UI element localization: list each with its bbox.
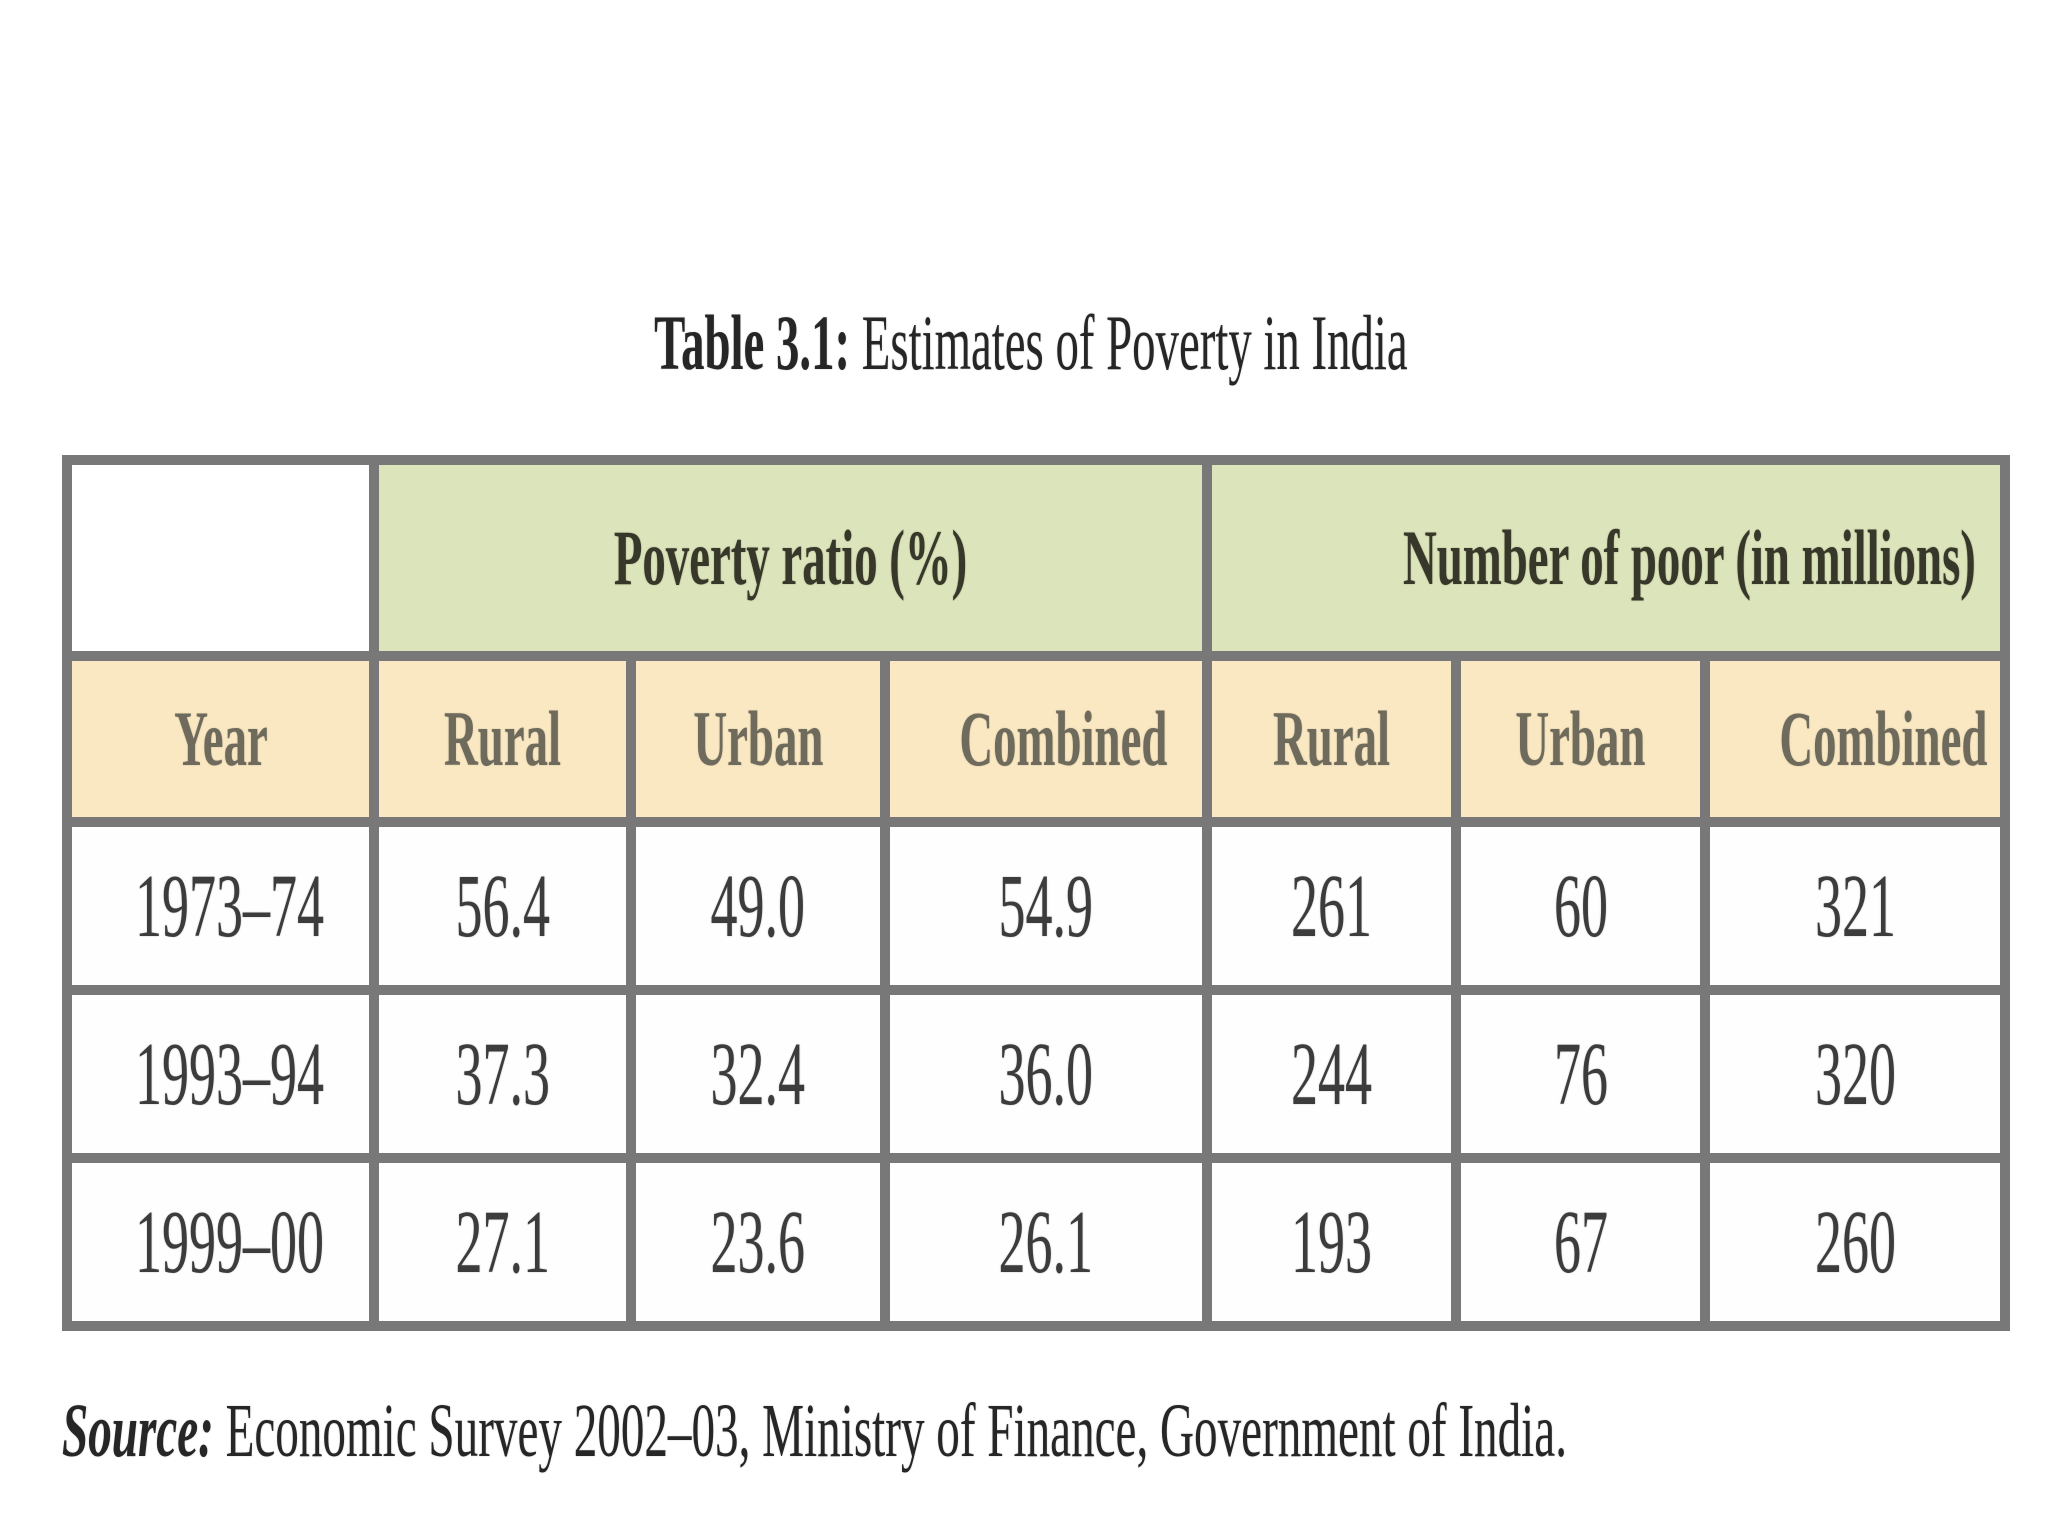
column-header-year: Year [62,651,379,827]
table-title-text: Estimates of Poverty in India [850,299,1408,386]
table-title: Table 3.1: Estimates of Poverty in India [62,302,2000,384]
cell-value: 32.4 [626,985,890,1163]
cell-value: 37.3 [369,985,636,1163]
cell-value: 56.4 [369,817,636,995]
cell-value: 49.0 [626,817,890,995]
table-row: 1993–94 37.3 32.4 36.0 244 76 320 [62,985,2011,1163]
cell-value: 321 [1700,817,2011,995]
cell-value: 67 [1451,1153,1711,1331]
cell-value: 76 [1451,985,1711,1163]
column-header-combined-millions: Combined [1700,651,2011,827]
column-header-urban-ratio: Urban [626,651,890,827]
cell-value: 26.1 [879,1153,1213,1331]
cell-value: 244 [1202,985,1462,1163]
cell-value: 27.1 [369,1153,636,1331]
cell-value: 23.6 [626,1153,890,1331]
group-header-number-of-poor: Number of poor (in millions) [1202,455,2011,661]
table-row: 1999–00 27.1 23.6 26.1 193 67 260 [62,1153,2011,1331]
source-text: Economic Survey 2002–03, Ministry of Fin… [213,1389,1567,1473]
cell-value: 60 [1451,817,1711,995]
source-label: Source: [62,1389,214,1473]
cell-year: 1993–94 [62,985,379,1163]
cell-year: 1999–00 [62,1153,379,1331]
column-header-rural-ratio: Rural [369,651,636,827]
cell-value: 260 [1700,1153,2011,1331]
corner-empty-cell [62,455,379,661]
poverty-table: Poverty ratio (%) Number of poor (in mil… [62,455,2011,1331]
cell-value: 320 [1700,985,2011,1163]
table-row: 1973–74 56.4 49.0 54.9 261 60 321 [62,817,2011,995]
column-header-row: Year Rural Urban Combined Rural Urban Co… [62,651,2011,827]
source-note: Source: Economic Survey 2002–03, Ministr… [62,1389,2048,1474]
column-header-rural-millions: Rural [1202,651,1462,827]
cell-value: 36.0 [879,985,1213,1163]
cell-year: 1973–74 [62,817,379,995]
cell-value: 193 [1202,1153,1462,1331]
cell-value: 261 [1202,817,1462,995]
column-header-combined-ratio: Combined [879,651,1213,827]
column-header-urban-millions: Urban [1451,651,1711,827]
cell-value: 54.9 [879,817,1213,995]
table-title-number: Table 3.1: [654,299,851,386]
group-header-poverty-ratio: Poverty ratio (%) [368,455,1213,661]
group-header-row: Poverty ratio (%) Number of poor (in mil… [62,455,2011,661]
